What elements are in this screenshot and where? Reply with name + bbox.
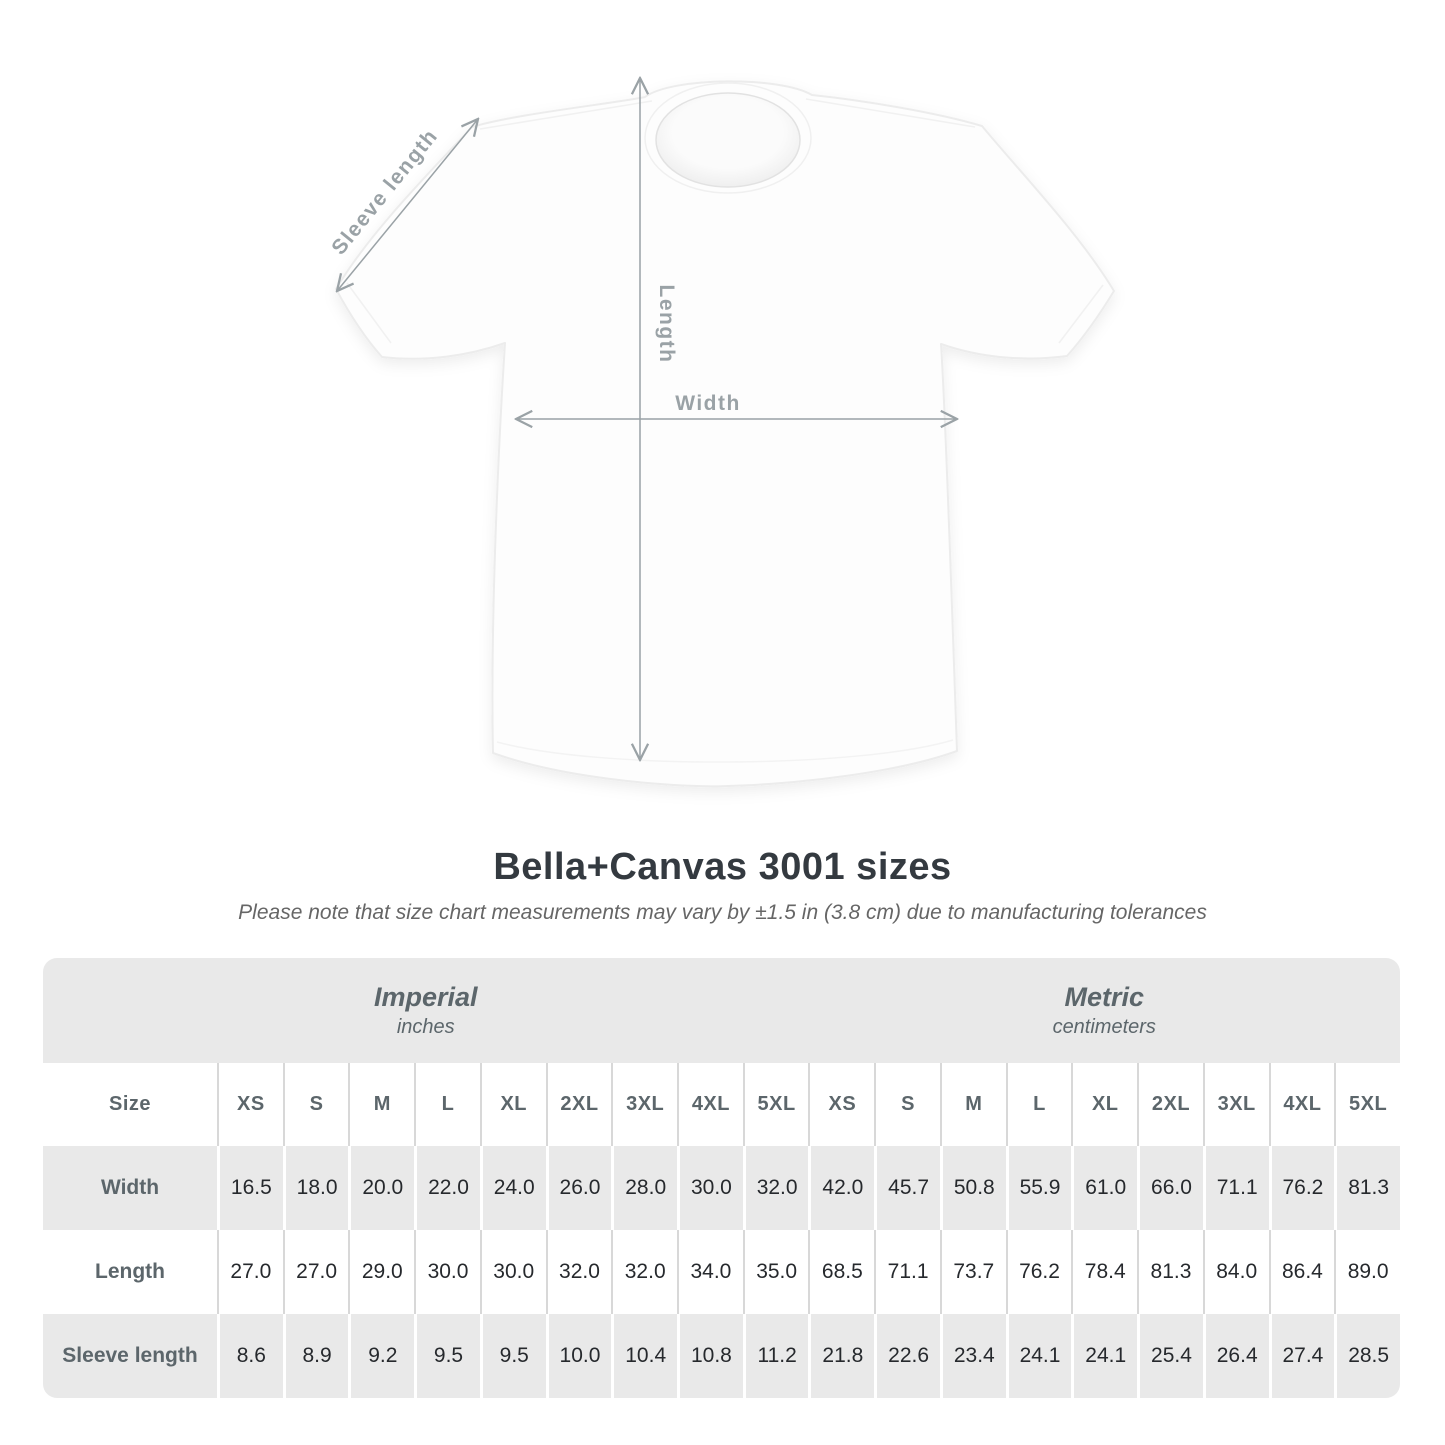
value-cell: 32.0 <box>611 1230 677 1314</box>
metric-unit: centimeters <box>1052 1016 1156 1038</box>
value-cell: 81.3 <box>1137 1230 1203 1314</box>
value-cell: 78.4 <box>1071 1230 1137 1314</box>
size-column-header: M <box>348 1063 414 1146</box>
value-cell: 30.0 <box>479 1230 546 1314</box>
value-cell: 8.9 <box>282 1314 349 1398</box>
value-cell: 71.1 <box>1202 1146 1269 1230</box>
size-header-row: Size XS S M L XL 2XL 3XL 4XL 5XL XS S M L XL 2XL 3XL 4XL… <box>43 1063 1400 1146</box>
value-cell: 28.0 <box>611 1146 677 1230</box>
tolerance-note: Please note that size chart measurements… <box>238 901 1207 924</box>
row-label: Sleeve length <box>62 1344 198 1367</box>
width-label: Width <box>675 392 741 415</box>
row-label: Width <box>100 1176 160 1199</box>
value-cell: 89.0 <box>1334 1230 1400 1314</box>
value-cell: 16.5 <box>217 1146 283 1230</box>
tshirt-diagram: Sleeve length Length Width <box>327 0 1115 788</box>
size-column-header: XL <box>1071 1063 1137 1146</box>
value-cell: 10.4 <box>611 1314 677 1398</box>
value-cell: 23.4 <box>939 1314 1006 1398</box>
value-cell: 20.0 <box>348 1146 414 1230</box>
size-column-header: M <box>939 1063 1006 1146</box>
value-cell: 22.6 <box>874 1314 940 1398</box>
size-column-header: 3XL <box>1202 1063 1269 1146</box>
value-cell: 35.0 <box>742 1230 809 1314</box>
value-cell: 81.3 <box>1334 1146 1400 1230</box>
size-column-title: Size <box>108 1093 152 1115</box>
size-column-header: 4XL <box>1268 1063 1335 1146</box>
value-cell: 10.8 <box>677 1314 743 1398</box>
metric-group-header: Metric centimeters <box>809 958 1401 1063</box>
value-cell: 76.2 <box>1268 1146 1335 1230</box>
size-column-header: S <box>282 1063 349 1146</box>
value-cell: 9.5 <box>414 1314 480 1398</box>
size-column-header: 5XL <box>1334 1063 1400 1146</box>
value-cell: 86.4 <box>1268 1230 1335 1314</box>
size-column-header: 3XL <box>611 1063 677 1146</box>
value-cell: 24.0 <box>479 1146 546 1230</box>
table-row-sleeve-length: Sleeve length 8.6 8.9 9.2 9.5 9.5 10.0 10.4 10.… <box>43 1314 1400 1398</box>
imperial-unit: inches <box>396 1016 455 1038</box>
imperial-label: Imperial <box>373 982 478 1012</box>
table-row-length: Length 27.0 27.0 29.0 30.0 30.0 32.0 32.0 34.0 3… <box>43 1230 1400 1314</box>
value-cell: 24.1 <box>1005 1314 1072 1398</box>
imperial-group-header: Imperial inches <box>43 958 809 1063</box>
value-cell: 73.7 <box>939 1230 1006 1314</box>
value-cell: 24.1 <box>1071 1314 1137 1398</box>
value-cell: 34.0 <box>677 1230 743 1314</box>
size-table: Imperial inches Metric centimeters Size … <box>43 958 1400 1398</box>
value-cell: 76.2 <box>1005 1230 1072 1314</box>
value-cell: 71.1 <box>874 1230 940 1314</box>
size-column-header: 5XL <box>742 1063 809 1146</box>
value-cell: 27.0 <box>217 1230 283 1314</box>
value-cell: 66.0 <box>1137 1146 1203 1230</box>
value-cell: 55.9 <box>1005 1146 1072 1230</box>
value-cell: 84.0 <box>1202 1230 1269 1314</box>
value-cell: 61.0 <box>1071 1146 1137 1230</box>
page-title: Bella+Canvas 3001 sizes <box>493 846 952 888</box>
value-cell: 27.4 <box>1268 1314 1335 1398</box>
value-cell: 26.4 <box>1202 1314 1269 1398</box>
value-cell: 42.0 <box>808 1146 874 1230</box>
value-cell: 68.5 <box>808 1230 874 1314</box>
value-cell: 30.0 <box>414 1230 480 1314</box>
size-column-header: XS <box>217 1063 283 1146</box>
size-column-header: L <box>414 1063 480 1146</box>
value-cell: 9.5 <box>479 1314 546 1398</box>
size-column-header: 2XL <box>545 1063 612 1146</box>
value-cell: 30.0 <box>677 1146 743 1230</box>
row-label: Length <box>95 1260 165 1283</box>
length-label: Length <box>655 285 678 364</box>
size-column-header: L <box>1005 1063 1072 1146</box>
value-cell: 32.0 <box>545 1230 612 1314</box>
value-cell: 9.2 <box>348 1314 414 1398</box>
size-column-header: XL <box>479 1063 546 1146</box>
collar-opening <box>655 92 801 188</box>
value-cell: 26.0 <box>545 1146 612 1230</box>
sleeve-length-arrow <box>337 119 478 291</box>
value-cell: 22.0 <box>414 1146 480 1230</box>
value-cell: 45.7 <box>874 1146 940 1230</box>
value-cell: 27.0 <box>282 1230 349 1314</box>
value-cell: 32.0 <box>742 1146 809 1230</box>
metric-label: Metric <box>1064 982 1145 1012</box>
value-cell: 11.2 <box>742 1314 809 1398</box>
size-column-header: XS <box>808 1063 874 1146</box>
value-cell: 21.8 <box>808 1314 874 1398</box>
value-cell: 25.4 <box>1137 1314 1203 1398</box>
value-cell: 28.5 <box>1334 1314 1400 1398</box>
size-column-header: 4XL <box>677 1063 743 1146</box>
size-column-header: 2XL <box>1137 1063 1203 1146</box>
tshirt-shape <box>335 80 1115 788</box>
unit-group-header: Imperial inches Metric centimeters <box>43 958 1400 1063</box>
value-cell: 10.0 <box>545 1314 612 1398</box>
value-cell: 50.8 <box>939 1146 1006 1230</box>
value-cell: 8.6 <box>217 1314 283 1398</box>
size-column-header: S <box>874 1063 940 1146</box>
value-cell: 18.0 <box>282 1146 349 1230</box>
value-cell: 29.0 <box>348 1230 414 1314</box>
table-row-width: Width 16.5 18.0 20.0 22.0 24.0 26.0 28.0 30.0 32… <box>43 1146 1400 1230</box>
